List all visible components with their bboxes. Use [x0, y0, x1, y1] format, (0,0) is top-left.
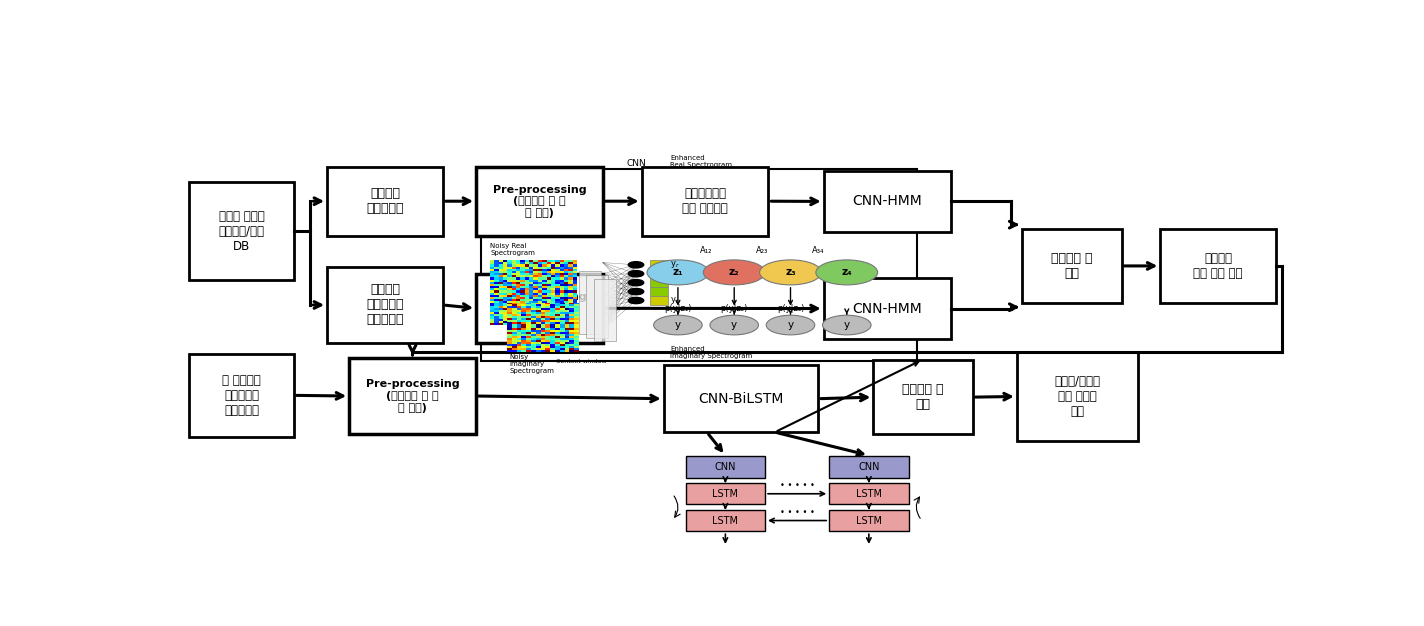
Circle shape	[759, 260, 822, 285]
Bar	[829, 483, 909, 505]
Bar	[189, 182, 293, 280]
Text: 파일럿용
구음장애의
음성데이터: 파일럿용 구음장애의 음성데이터	[366, 284, 403, 327]
Bar	[873, 361, 973, 434]
Text: Pre-processing
(잡음제거 후 특
징 추출): Pre-processing (잡음제거 후 특 징 추출)	[366, 379, 460, 413]
Circle shape	[816, 260, 877, 285]
Text: 성능검사 및
비교: 성능검사 및 비교	[1051, 252, 1092, 280]
Text: y: y	[731, 320, 738, 330]
Text: z₂: z₂	[729, 267, 739, 277]
Text: CNN: CNN	[715, 462, 736, 472]
Bar	[476, 274, 602, 343]
Text: Pre-processing
(잡음제거 후 특
징 추출): Pre-processing (잡음제거 후 특 징 추출)	[493, 292, 587, 325]
Text: 구음장애
대표 특징 추출: 구음장애 대표 특징 추출	[1193, 252, 1243, 280]
Bar	[476, 167, 602, 236]
Text: 데이터 구축용
단어목록/문장
DB: 데이터 구축용 단어목록/문장 DB	[218, 210, 265, 253]
Bar	[1017, 352, 1138, 441]
Bar	[641, 167, 769, 236]
Text: z₃: z₃	[785, 267, 796, 277]
Bar	[328, 167, 443, 236]
Text: LSTM: LSTM	[856, 516, 881, 526]
Circle shape	[628, 280, 644, 286]
Bar	[686, 456, 765, 478]
Text: y$_i$: y$_i$	[671, 295, 679, 306]
Text: p(y|z₃): p(y|z₃)	[778, 304, 805, 313]
Text: y: y	[843, 320, 850, 330]
Text: 본 모델링용
구음장애의
음성데이터: 본 모델링용 구음장애의 음성데이터	[222, 374, 261, 417]
Text: A₂₃: A₂₃	[756, 245, 769, 255]
Text: A₃₄: A₃₄	[812, 245, 824, 255]
Circle shape	[766, 316, 815, 335]
Text: Context window: Context window	[555, 359, 607, 364]
Text: CNN-BiLSTM: CNN-BiLSTM	[698, 392, 783, 406]
Circle shape	[823, 316, 871, 335]
Text: A₁₂: A₁₂	[699, 245, 712, 255]
Bar	[594, 279, 617, 341]
Circle shape	[628, 270, 644, 277]
Bar	[328, 267, 443, 343]
Bar	[481, 169, 917, 361]
Bar	[587, 275, 608, 337]
Text: 성능검사 및
비교: 성능검사 및 비교	[903, 383, 944, 411]
Text: CNN-HMM: CNN-HMM	[852, 195, 921, 208]
Text: • • • • •: • • • • •	[780, 508, 815, 517]
Bar	[349, 358, 476, 434]
Text: LSTM: LSTM	[712, 489, 739, 499]
Circle shape	[628, 297, 644, 304]
Bar	[651, 278, 668, 287]
Text: Noisy Real
Spectrogram: Noisy Real Spectrogram	[490, 243, 535, 256]
Bar	[578, 272, 601, 334]
Circle shape	[646, 260, 709, 285]
Text: y: y	[675, 320, 681, 330]
Bar	[1161, 229, 1276, 303]
Bar	[829, 510, 909, 531]
Bar	[189, 354, 293, 437]
Bar	[686, 510, 765, 531]
Circle shape	[628, 289, 644, 295]
Text: Enhanced
Real Spectrogram: Enhanced Real Spectrogram	[671, 155, 732, 168]
Bar	[686, 483, 765, 505]
Text: y$_r$: y$_r$	[671, 259, 681, 270]
Text: • • • • •: • • • • •	[780, 481, 815, 490]
Text: Pre-processing
(잡음제거 후 특
징 추출): Pre-processing (잡음제거 후 특 징 추출)	[493, 185, 587, 218]
Text: Enhanced
Imaginary Spectrogram: Enhanced Imaginary Spectrogram	[671, 346, 752, 359]
Bar	[651, 287, 668, 296]
Bar	[829, 456, 909, 478]
Text: z₄: z₄	[842, 267, 852, 277]
Bar	[823, 278, 951, 339]
Text: z₁: z₁	[672, 267, 684, 277]
Bar	[651, 269, 668, 278]
Text: p(y|z₁): p(y|z₁)	[664, 304, 692, 313]
Circle shape	[703, 260, 765, 285]
Circle shape	[711, 316, 759, 335]
Bar	[664, 365, 819, 432]
Bar	[823, 171, 951, 232]
Text: 정상인의
음성데이터: 정상인의 음성데이터	[366, 187, 403, 215]
Bar	[1022, 229, 1122, 303]
Circle shape	[628, 262, 644, 268]
Text: Noisy
Imaginary
Spectrogram: Noisy Imaginary Spectrogram	[510, 354, 554, 374]
Text: LSTM: LSTM	[856, 489, 881, 499]
Text: CNN: CNN	[627, 158, 646, 168]
Text: 구음장애특징
이용 음성변조: 구음장애특징 이용 음성변조	[682, 187, 728, 215]
Text: p(y|z₂): p(y|z₂)	[721, 304, 748, 313]
Circle shape	[654, 316, 702, 335]
Text: y: y	[787, 320, 793, 330]
Text: 대표성/다양성
관련 문제점
보완: 대표성/다양성 관련 문제점 보완	[1054, 375, 1101, 418]
Text: CNN: CNN	[859, 462, 880, 472]
Text: LSTM: LSTM	[712, 516, 739, 526]
Text: CNN-HMM: CNN-HMM	[852, 302, 921, 316]
Bar	[651, 296, 668, 305]
Bar	[651, 260, 668, 269]
